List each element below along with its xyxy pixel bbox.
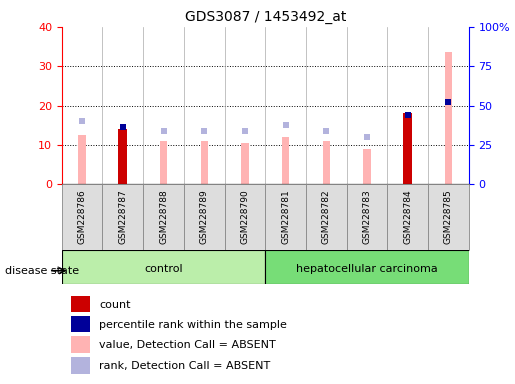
Bar [265, 250, 469, 284]
Text: control: control [144, 263, 183, 274]
Text: GSM228783: GSM228783 [363, 190, 371, 244]
Bar [118, 129, 127, 184]
Text: GSM228789: GSM228789 [200, 190, 209, 244]
Bar [71, 316, 90, 333]
Bar [71, 357, 90, 374]
Text: GSM228784: GSM228784 [403, 190, 412, 244]
Text: GSM228787: GSM228787 [118, 190, 127, 244]
Text: rank, Detection Call = ABSENT: rank, Detection Call = ABSENT [99, 361, 270, 371]
Bar [347, 184, 387, 250]
Bar [71, 296, 90, 312]
Bar [265, 184, 306, 250]
Bar [78, 135, 86, 184]
Bar [143, 184, 184, 250]
Text: GSM228790: GSM228790 [241, 190, 249, 244]
Bar [428, 184, 469, 250]
Bar [322, 141, 330, 184]
Text: percentile rank within the sample: percentile rank within the sample [99, 320, 287, 330]
Text: disease state: disease state [5, 266, 79, 276]
Bar [62, 250, 265, 284]
Text: GSM228782: GSM228782 [322, 190, 331, 244]
Bar [306, 184, 347, 250]
Text: GSM228785: GSM228785 [444, 190, 453, 244]
Bar [62, 184, 102, 250]
Bar [363, 149, 371, 184]
Text: GSM228788: GSM228788 [159, 190, 168, 244]
Text: count: count [99, 300, 130, 310]
Bar [184, 184, 225, 250]
Text: GSM228786: GSM228786 [78, 190, 87, 244]
Bar [387, 184, 428, 250]
Text: value, Detection Call = ABSENT: value, Detection Call = ABSENT [99, 340, 276, 350]
Text: GSM228781: GSM228781 [281, 190, 290, 244]
Text: hepatocellular carcinoma: hepatocellular carcinoma [296, 263, 438, 274]
Bar [71, 336, 90, 353]
Bar [160, 141, 167, 184]
Title: GDS3087 / 1453492_at: GDS3087 / 1453492_at [184, 10, 346, 25]
Bar [200, 141, 208, 184]
Bar [241, 143, 249, 184]
Bar [282, 137, 289, 184]
Bar [102, 184, 143, 250]
Bar [403, 114, 412, 184]
Bar [225, 184, 265, 250]
Bar [444, 53, 452, 184]
